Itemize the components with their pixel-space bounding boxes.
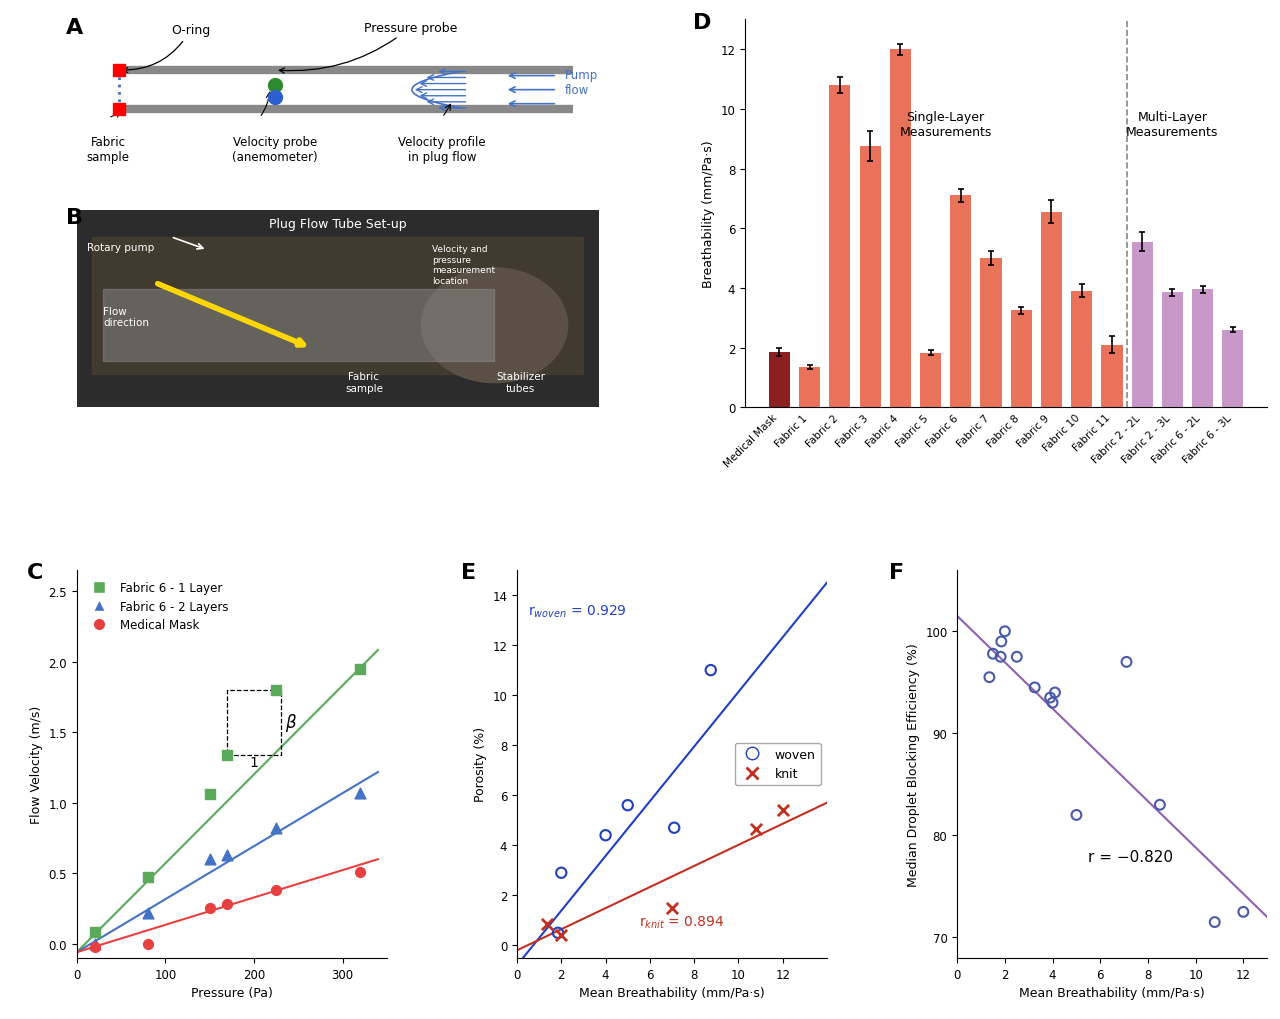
Bar xyxy=(102,289,494,362)
Point xyxy=(979,669,1000,686)
Point xyxy=(349,864,370,880)
Point xyxy=(349,661,370,678)
Point xyxy=(266,882,287,899)
Text: F: F xyxy=(890,562,904,583)
Point xyxy=(218,747,238,763)
Text: Fabric
sample: Fabric sample xyxy=(344,372,383,393)
Text: D: D xyxy=(692,12,712,33)
Text: O-ring: O-ring xyxy=(123,24,210,73)
Legend: Fabric 6 - 1 Layer, Fabric 6 - 2 Layers, Medical Mask: Fabric 6 - 1 Layer, Fabric 6 - 2 Layers,… xyxy=(83,577,234,637)
Bar xyxy=(1041,213,1062,408)
Point xyxy=(700,662,721,679)
Text: r$_{woven}$ = 0.929: r$_{woven}$ = 0.929 xyxy=(529,603,627,620)
Y-axis label: Breathability (mm/Pa·s): Breathability (mm/Pa·s) xyxy=(701,141,714,287)
Point xyxy=(995,624,1015,640)
Point xyxy=(218,896,238,912)
Point xyxy=(218,847,238,863)
Bar xyxy=(1192,290,1213,408)
Point xyxy=(266,820,287,837)
Point xyxy=(84,938,105,955)
Point xyxy=(1116,654,1137,671)
Text: Pressure probe: Pressure probe xyxy=(279,21,457,74)
Text: Velocity profile
in plug flow: Velocity profile in plug flow xyxy=(398,136,486,163)
Point xyxy=(1149,797,1170,813)
Bar xyxy=(799,368,820,408)
Text: Fabric
sample: Fabric sample xyxy=(87,136,129,163)
Legend: woven, knit: woven, knit xyxy=(735,743,820,786)
Bar xyxy=(920,354,941,408)
Point xyxy=(1044,685,1065,701)
Bar xyxy=(769,353,790,408)
Point xyxy=(1006,649,1027,665)
Y-axis label: Porosity (%): Porosity (%) xyxy=(474,727,486,802)
Text: Pump: Pump xyxy=(564,68,598,82)
Text: E: E xyxy=(461,562,476,583)
Point xyxy=(1204,914,1225,930)
Text: flow: flow xyxy=(564,84,589,97)
Point xyxy=(137,869,157,886)
Ellipse shape xyxy=(421,269,567,383)
Bar xyxy=(1011,311,1032,408)
Text: B: B xyxy=(67,207,83,227)
Point xyxy=(137,935,157,952)
Bar xyxy=(1222,330,1243,408)
Text: $\beta$: $\beta$ xyxy=(285,711,297,734)
Point xyxy=(200,787,220,803)
Point xyxy=(536,916,557,932)
Text: Single-Layer
Measurements: Single-Layer Measurements xyxy=(900,111,992,139)
Text: Plug Flow Tube Set-up: Plug Flow Tube Set-up xyxy=(269,218,407,230)
Bar xyxy=(950,197,972,408)
Point xyxy=(137,905,157,921)
Point xyxy=(983,646,1004,662)
Text: A: A xyxy=(67,17,83,38)
Point xyxy=(1042,695,1062,711)
Text: C: C xyxy=(27,562,44,583)
X-axis label: Mean Breathability (mm/Pa·s): Mean Breathability (mm/Pa·s) xyxy=(579,986,765,999)
Bar xyxy=(829,86,850,408)
X-axis label: Mean Breathability (mm/Pa·s): Mean Breathability (mm/Pa·s) xyxy=(1019,986,1204,999)
Text: Flow
direction: Flow direction xyxy=(102,307,148,328)
Point xyxy=(548,924,568,941)
Bar xyxy=(890,50,911,408)
Text: Velocity and
pressure
measurement
location: Velocity and pressure measurement locati… xyxy=(431,246,495,285)
Bar xyxy=(860,147,881,408)
Text: r$_{knit}$ = 0.894: r$_{knit}$ = 0.894 xyxy=(639,913,724,929)
Point xyxy=(552,865,572,881)
Point xyxy=(349,785,370,801)
Bar xyxy=(980,259,1002,408)
Point xyxy=(200,901,220,917)
Point xyxy=(84,924,105,941)
Point xyxy=(266,682,287,698)
Point xyxy=(664,819,685,836)
Bar xyxy=(92,237,584,375)
Text: r = −0.820: r = −0.820 xyxy=(1088,849,1174,864)
Text: 1: 1 xyxy=(250,755,259,769)
Point xyxy=(772,802,792,818)
Point xyxy=(991,634,1011,650)
Point xyxy=(662,900,682,916)
Text: Velocity probe
(anemometer): Velocity probe (anemometer) xyxy=(233,136,317,163)
Bar xyxy=(1101,345,1123,408)
Bar xyxy=(1071,291,1092,408)
Bar xyxy=(1162,293,1183,408)
X-axis label: Pressure (Pa): Pressure (Pa) xyxy=(191,986,273,999)
Point xyxy=(1233,904,1253,920)
Point xyxy=(1039,690,1060,706)
Point xyxy=(84,935,105,952)
Text: Rotary pump: Rotary pump xyxy=(87,243,155,253)
Point xyxy=(595,827,616,844)
Bar xyxy=(1132,243,1153,408)
Point xyxy=(1024,680,1044,696)
Point xyxy=(617,797,637,813)
Y-axis label: Flow Velocity (m/s): Flow Velocity (m/s) xyxy=(29,705,44,823)
Text: Stabilizer
tubes: Stabilizer tubes xyxy=(497,372,545,393)
Text: Multi-Layer
Measurements: Multi-Layer Measurements xyxy=(1126,111,1219,139)
Y-axis label: Median Droplet Blocking Efficiency (%): Median Droplet Blocking Efficiency (%) xyxy=(906,642,919,886)
Point xyxy=(552,927,572,944)
Point xyxy=(200,851,220,867)
Point xyxy=(991,649,1011,665)
Point xyxy=(1066,807,1087,823)
Point xyxy=(746,821,767,838)
